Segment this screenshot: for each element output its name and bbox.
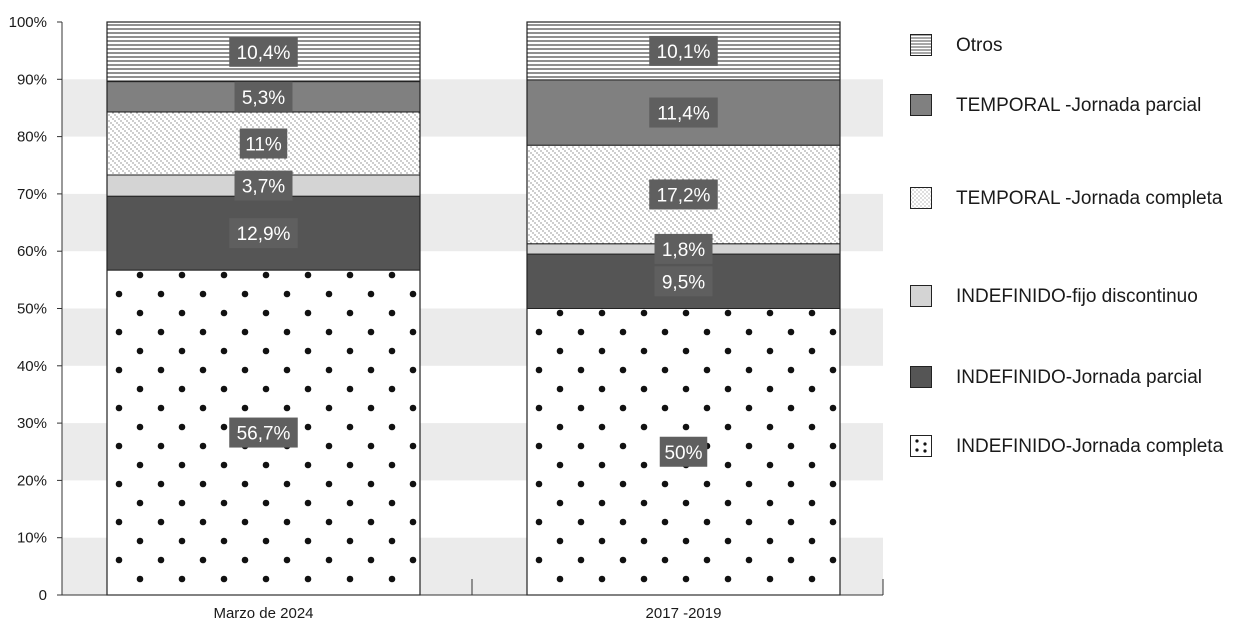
x-category-label: 2017 -2019 [646, 605, 722, 622]
y-tick-label: 80% [17, 129, 47, 146]
data-label: 12,9% [237, 224, 291, 245]
data-label: 56,7% [237, 424, 291, 445]
data-label-box [654, 233, 713, 264]
legend-item: INDEFINIDO-fijo discontinuo [910, 283, 1236, 310]
legend-item: Otros [910, 32, 1236, 59]
data-label: 10,1% [657, 42, 711, 63]
y-tick-label: 50% [17, 301, 47, 318]
data-label-box [654, 266, 713, 297]
legend-label: Otros [956, 35, 1003, 56]
legend-label: INDEFINIDO-Jornada completa [956, 436, 1224, 457]
data-label-box [229, 417, 298, 448]
data-label-box [229, 36, 298, 67]
legend-label: INDEFINIDO-Jornada parcial [956, 367, 1203, 388]
x-category-label: Marzo de 2024 [213, 605, 313, 622]
y-tick-label: 30% [17, 415, 47, 432]
y-tick-label: 90% [17, 71, 47, 88]
legend-swatch [910, 187, 932, 209]
data-label: 11,4% [657, 104, 710, 125]
y-tick-label: 0 [39, 587, 47, 604]
data-label-box [649, 97, 718, 128]
axes-group: 0 10% 20% 30% 40% 50% 60% 70% 80% 90% 100% Marzo de… [9, 14, 884, 622]
chart-legend: Otros TEMPORAL -Jornada parcial TEMPORAL -… [910, 0, 1239, 627]
legend-label: INDEFINIDO-fijo discontinuo [956, 286, 1198, 307]
stacked-bar-chart: 56,7% 12,9% 3,7% 11% 5,3% 10,4% 50% 9,5% 1,8% 17,… [9, 14, 884, 622]
data-label: 50% [664, 443, 702, 464]
legend-swatch [910, 34, 932, 56]
data-label: 1,8% [662, 240, 705, 261]
legend-label: TEMPORAL -Jornada completa [956, 188, 1223, 209]
y-tick-label: 10% [17, 530, 47, 547]
data-label-box [234, 170, 293, 201]
y-tick-label: 70% [17, 186, 47, 203]
y-tick-label: 60% [17, 243, 47, 260]
data-label-box [239, 128, 288, 159]
data-label-box [659, 436, 708, 467]
data-label-box [649, 179, 718, 210]
y-tick-label: 40% [17, 358, 47, 375]
data-label-box [649, 35, 718, 66]
bars-group: 56,7% 12,9% 3,7% 11% 5,3% 10,4% 50% 9,5% 1,8% 17,… [106, 21, 841, 596]
legend-swatch [910, 94, 932, 116]
data-label: 9,5% [662, 272, 705, 293]
legend-item: TEMPORAL -Jornada parcial [910, 92, 1236, 119]
legend-item: INDEFINIDO-Jornada parcial [910, 364, 1236, 391]
legend-swatch [910, 435, 932, 457]
legend-swatch [910, 285, 932, 307]
data-label-box [234, 81, 293, 112]
legend-swatch [910, 366, 932, 388]
data-label: 11% [245, 134, 282, 155]
data-label: 3,7% [242, 177, 285, 198]
data-label-box [229, 218, 298, 249]
y-tick-label: 20% [17, 472, 47, 489]
legend-item: TEMPORAL -Jornada completa [910, 185, 1236, 212]
legend-item: INDEFINIDO-Jornada completa [910, 433, 1236, 460]
legend-label: TEMPORAL -Jornada parcial [956, 95, 1202, 116]
data-label: 10,4% [237, 43, 291, 64]
data-label: 17,2% [657, 185, 711, 206]
y-tick-label: 100% [9, 14, 47, 31]
data-label: 5,3% [242, 88, 285, 109]
